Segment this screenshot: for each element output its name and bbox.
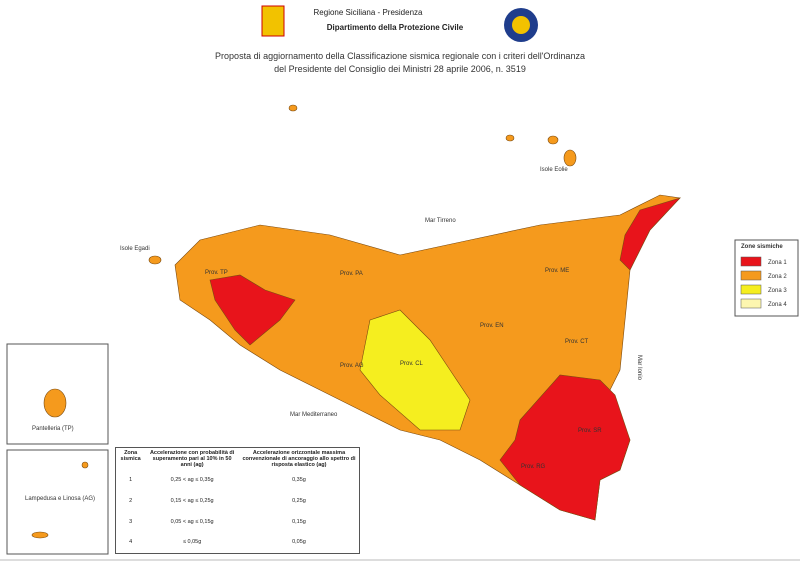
table-row: 1 0,25 < ag ≤ 0,35g 0,35g	[116, 470, 360, 491]
map-label: Prov. RG	[521, 464, 546, 470]
map-label: Mar Mediterraneo	[290, 412, 338, 418]
zone-table: Zona sismica Accelerazione con probabilit…	[115, 447, 360, 554]
table-row: 3 0,05 < ag ≤ 0,15g 0,15g	[116, 511, 360, 532]
inset-label: Pantelleria (TP)	[32, 426, 74, 432]
pantelleria	[43, 388, 67, 418]
table-cell: ≤ 0,05g	[182, 539, 202, 546]
table-row: 2 0,15 < ag ≤ 0,25g 0,25g	[116, 491, 360, 512]
legend-swatch	[740, 298, 762, 309]
map-label: Prov. AG	[340, 363, 364, 369]
map-label: Prov. CL	[400, 361, 424, 367]
legend-label: Zona 4	[768, 302, 787, 308]
legend-label: Zona 1	[768, 260, 787, 266]
zone-3-area	[359, 309, 471, 431]
table-cell: 2	[129, 497, 133, 504]
island	[148, 255, 162, 265]
title-line: Proposta di aggiornamento della Classifi…	[215, 51, 585, 61]
table-cell: 3	[129, 518, 133, 525]
map-label: Isole Egadi	[120, 246, 150, 252]
table-cell: 0,15 < ag ≤ 0,25g	[170, 497, 214, 504]
map-label: Prov. PA	[340, 271, 363, 277]
map-label: Isole Eolie	[540, 167, 568, 173]
legend-label: Zona 2	[768, 274, 787, 280]
map-label: Mar Tirreno	[425, 218, 456, 224]
zone-1-area	[209, 274, 296, 346]
legend-swatch	[740, 256, 762, 267]
zone-1-area	[499, 374, 631, 521]
inset-frame	[6, 343, 109, 445]
table-cell: 1	[129, 477, 133, 484]
map-label: Prov. CT	[565, 339, 589, 345]
title-line: del Presidente del Consiglio dei Ministr…	[274, 64, 526, 74]
table-row: 4 ≤ 0,05g 0,05g	[116, 532, 360, 554]
department: Dipartimento della Protezione Civile	[327, 23, 464, 32]
legend-label: Zona 3	[768, 288, 787, 294]
map-label: Mar Ionio	[636, 355, 642, 381]
zone-1-area	[619, 197, 681, 271]
legend-title: Zone sismiche	[741, 244, 783, 250]
linosa	[81, 461, 89, 469]
island	[505, 134, 515, 142]
island	[288, 104, 298, 112]
table-header: Accelerazione orizzontale massima conven…	[242, 450, 356, 468]
inset-frame	[6, 449, 109, 555]
map-label: Prov. ME	[545, 268, 569, 274]
table-cell: 4	[129, 539, 133, 546]
table-cell: 0,05g	[292, 539, 306, 546]
table-cell: 0,25g	[292, 497, 306, 504]
table-cell: 0,35g	[292, 477, 306, 484]
table-header: Zona sismica	[120, 450, 141, 462]
map-label: Prov. TP	[205, 270, 228, 276]
legend-swatch	[740, 270, 762, 281]
table-cell: 0,25 < ag ≤ 0,35g	[170, 477, 214, 484]
map-label: Prov. EN	[480, 323, 504, 329]
island	[547, 135, 559, 145]
table-header: Accelerazione con probabilità di superam…	[149, 450, 235, 468]
legend-swatch	[740, 284, 762, 295]
inset-label: Lampedusa e Linosa (AG)	[25, 496, 95, 502]
lampedusa	[31, 531, 49, 539]
region-name: Regione Siciliana - Presidenza	[314, 8, 424, 17]
table-cell: 0,05 < ag ≤ 0,15g	[170, 518, 214, 525]
map-label: Prov. SR	[578, 428, 602, 434]
logo-center	[512, 16, 530, 34]
region-logo	[261, 5, 285, 37]
table-cell: 0,15g	[292, 518, 306, 525]
island	[563, 149, 577, 167]
